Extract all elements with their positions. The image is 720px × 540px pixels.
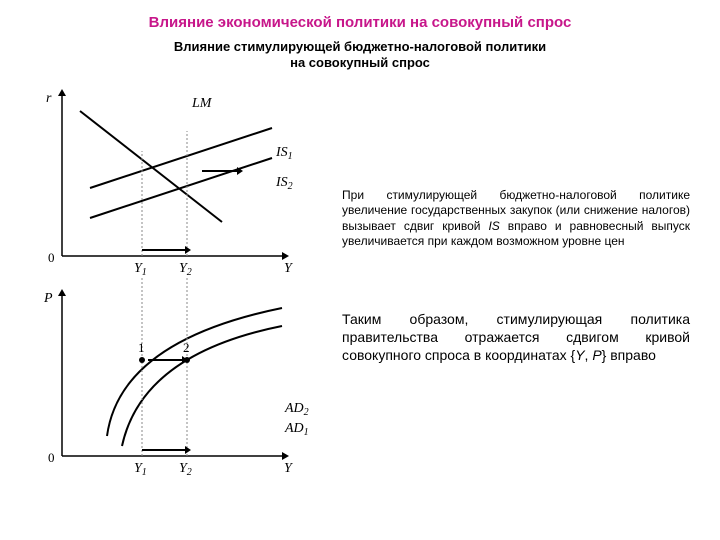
paragraph-2: Таким образом, стимулирующая политика пр… bbox=[342, 310, 690, 365]
svg-text:Y: Y bbox=[284, 461, 294, 476]
svg-text:P: P bbox=[43, 291, 53, 306]
text-column: При стимулирующей бюджетно-налоговой пол… bbox=[342, 78, 690, 478]
ad-chart: P Y 0 AD1 AD2 1 2 Y1 Y2 bbox=[30, 278, 320, 478]
page-subtitle: Влияние стимулирующей бюджетно-налоговой… bbox=[30, 39, 690, 72]
para2-p: P bbox=[592, 347, 601, 363]
svg-text:r: r bbox=[46, 91, 52, 106]
islm-chart: r Y 0 LM IS1 IS2 Y1 Y2 bbox=[30, 78, 320, 278]
svg-text:Y2: Y2 bbox=[179, 261, 192, 278]
svg-text:Y2: Y2 bbox=[179, 461, 192, 478]
para2-y: Y bbox=[575, 347, 584, 363]
svg-text:IS2: IS2 bbox=[275, 175, 293, 192]
para2-after: } вправо bbox=[602, 347, 656, 363]
svg-text:Y: Y bbox=[284, 261, 294, 276]
page-title: Влияние экономической политики на совоку… bbox=[30, 14, 690, 31]
svg-text:Y1: Y1 bbox=[134, 261, 147, 278]
charts-column: r Y 0 LM IS1 IS2 Y1 Y2 P Y 0 AD1 AD2 1 2 Y1 Y2 bbox=[30, 78, 324, 478]
svg-text:2: 2 bbox=[183, 340, 190, 355]
svg-text:LM: LM bbox=[191, 96, 213, 111]
svg-text:AD1: AD1 bbox=[284, 421, 309, 438]
svg-text:0: 0 bbox=[48, 250, 55, 265]
subtitle-line1: Влияние стимулирующей бюджетно-налоговой… bbox=[174, 39, 546, 54]
svg-text:AD2: AD2 bbox=[284, 401, 309, 418]
para1-italic: IS bbox=[488, 219, 499, 233]
svg-text:Y1: Y1 bbox=[134, 461, 147, 478]
svg-text:1: 1 bbox=[138, 340, 145, 355]
subtitle-line2: на совокупный спрос bbox=[290, 55, 430, 70]
svg-text:IS1: IS1 bbox=[275, 145, 293, 162]
svg-text:0: 0 bbox=[48, 450, 55, 465]
paragraph-1: При стимулирующей бюджетно-налоговой пол… bbox=[342, 188, 690, 250]
